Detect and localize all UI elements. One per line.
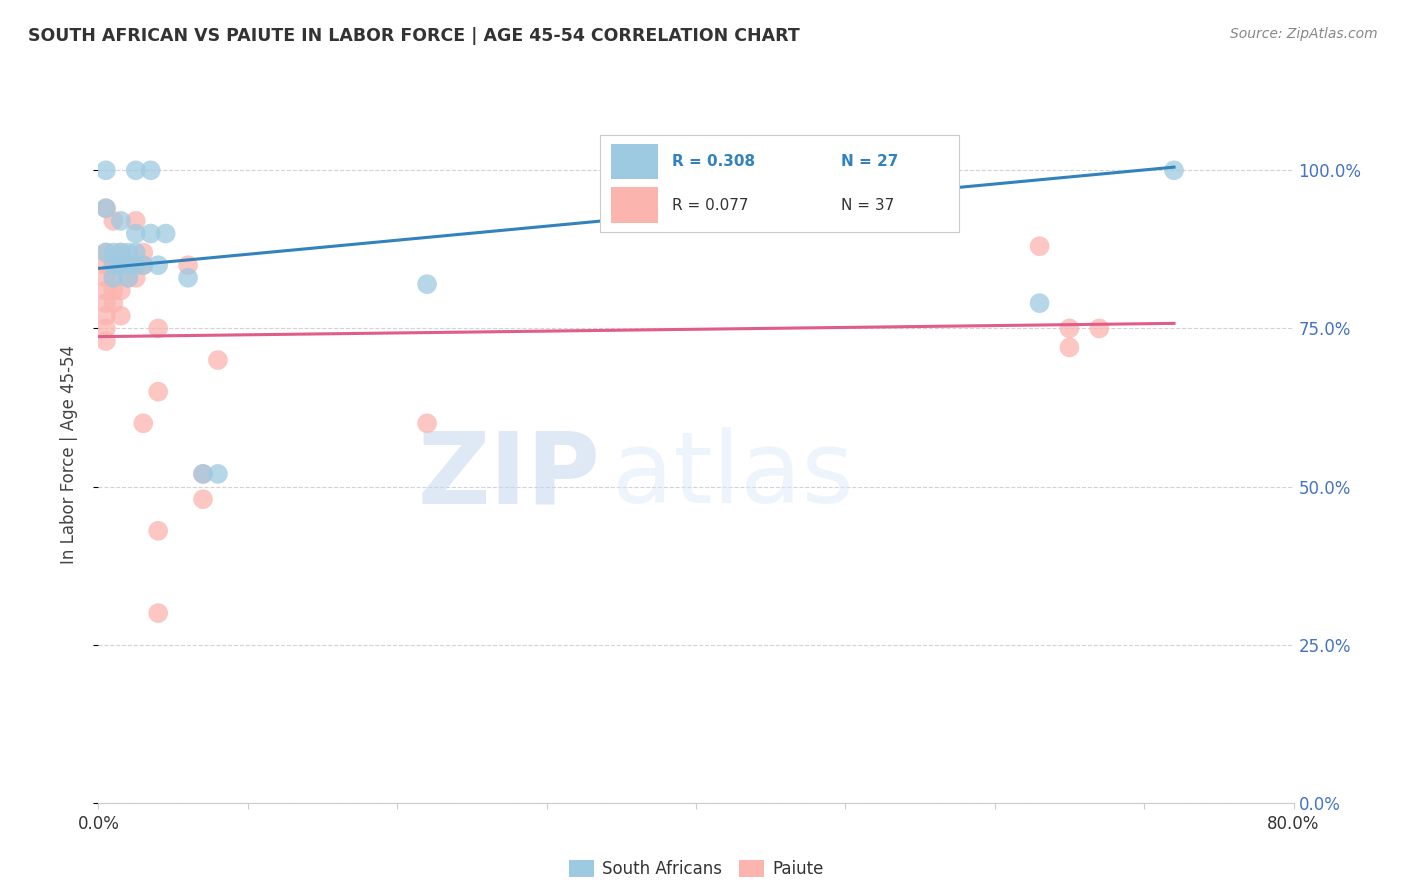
Point xyxy=(416,417,439,431)
Point xyxy=(125,227,148,241)
Point xyxy=(94,245,117,260)
Point xyxy=(148,258,170,272)
Text: atlas: atlas xyxy=(613,427,853,524)
Text: ZIP: ZIP xyxy=(418,427,600,524)
Point xyxy=(125,270,148,285)
Y-axis label: In Labor Force | Age 45-54: In Labor Force | Age 45-54 xyxy=(59,345,77,565)
Point xyxy=(207,353,229,368)
Point xyxy=(110,258,132,272)
Point xyxy=(125,245,148,260)
Point xyxy=(207,467,229,481)
Point xyxy=(110,214,132,228)
Point xyxy=(110,245,132,260)
Point xyxy=(110,245,132,260)
Point xyxy=(94,258,117,272)
Point xyxy=(103,245,125,260)
Point xyxy=(103,284,125,298)
Point xyxy=(191,467,214,481)
Point xyxy=(103,270,125,285)
Point xyxy=(94,284,117,298)
Point xyxy=(117,270,139,285)
Point xyxy=(155,227,177,241)
Point xyxy=(1088,321,1111,335)
Point xyxy=(148,606,170,620)
Point xyxy=(110,284,132,298)
Point xyxy=(103,258,125,272)
Point xyxy=(1059,340,1081,354)
Point xyxy=(148,321,170,335)
Point xyxy=(103,296,125,310)
Text: N = 27: N = 27 xyxy=(841,153,898,169)
Point xyxy=(132,258,155,272)
Point xyxy=(132,245,155,260)
Text: SOUTH AFRICAN VS PAIUTE IN LABOR FORCE | AGE 45-54 CORRELATION CHART: SOUTH AFRICAN VS PAIUTE IN LABOR FORCE |… xyxy=(28,27,800,45)
Point xyxy=(148,524,170,538)
Point xyxy=(148,384,170,399)
Point xyxy=(191,492,214,507)
Point xyxy=(139,227,162,241)
Point xyxy=(94,201,117,215)
Point xyxy=(132,258,155,272)
Legend: South Africans, Paiute: South Africans, Paiute xyxy=(562,854,830,885)
Point xyxy=(177,258,200,272)
Point xyxy=(1028,296,1050,310)
Point xyxy=(191,467,214,481)
Point xyxy=(94,163,117,178)
Point xyxy=(94,309,117,323)
Text: Source: ZipAtlas.com: Source: ZipAtlas.com xyxy=(1230,27,1378,41)
Point xyxy=(125,214,148,228)
Point xyxy=(1059,321,1081,335)
Point xyxy=(94,270,117,285)
Point xyxy=(125,258,148,272)
Point xyxy=(132,417,155,431)
Point xyxy=(103,258,125,272)
FancyBboxPatch shape xyxy=(612,187,658,222)
Point xyxy=(117,258,139,272)
Point xyxy=(103,270,125,285)
Point xyxy=(94,245,117,260)
Point xyxy=(94,321,117,335)
Point xyxy=(1163,163,1185,178)
Point xyxy=(94,201,117,215)
Point xyxy=(117,258,139,272)
Point xyxy=(1028,239,1050,253)
Point xyxy=(94,296,117,310)
Point xyxy=(416,277,439,292)
FancyBboxPatch shape xyxy=(612,144,658,178)
Point xyxy=(117,270,139,285)
Text: N = 37: N = 37 xyxy=(841,197,894,212)
Point xyxy=(117,245,139,260)
Point xyxy=(103,214,125,228)
Point xyxy=(177,270,200,285)
Point xyxy=(139,163,162,178)
Text: R = 0.308: R = 0.308 xyxy=(672,153,755,169)
Text: R = 0.077: R = 0.077 xyxy=(672,197,748,212)
Point xyxy=(125,163,148,178)
Point xyxy=(110,309,132,323)
Point xyxy=(94,334,117,348)
